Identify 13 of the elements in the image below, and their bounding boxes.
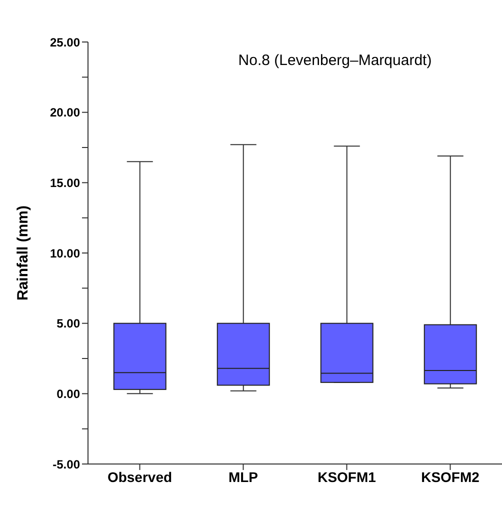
y-tick-label: 5.00 — [56, 316, 80, 331]
x-tick-label: KSOFM2 — [421, 468, 480, 485]
y-tick-label: 15.00 — [50, 176, 80, 190]
text: No.8 (Levenberg–Marquardt) — [237, 52, 433, 69]
y-tick-label: 20.00 — [50, 106, 80, 120]
x-tick-label: MLP — [228, 468, 258, 485]
y-axis-title: Rainfall (mm) — [14, 205, 32, 301]
y-tick-label: 10.00 — [50, 246, 80, 260]
y-tick-label: 25.00 — [50, 35, 80, 50]
y-tick-label: 0.00 — [56, 386, 80, 401]
x-tick-label: KSOFM1 — [318, 468, 376, 485]
y-tick-label: -5.00 — [52, 457, 80, 472]
x-tick-label: Observed — [107, 468, 172, 485]
